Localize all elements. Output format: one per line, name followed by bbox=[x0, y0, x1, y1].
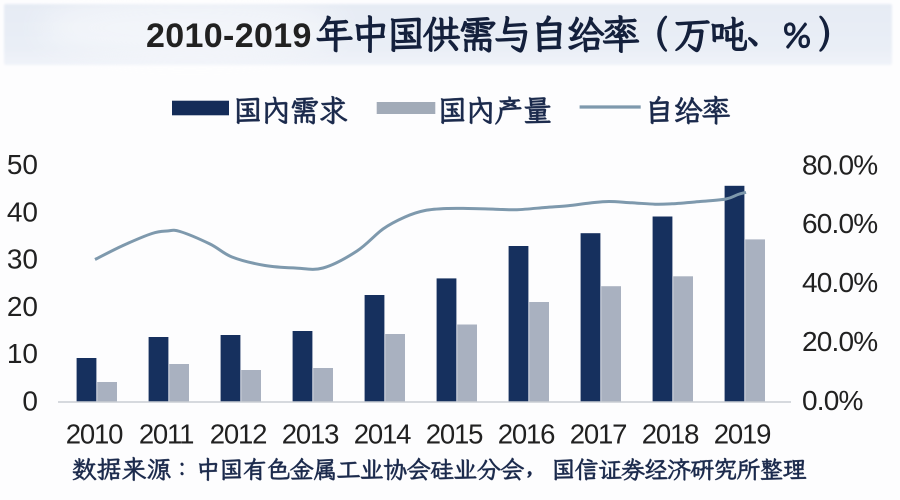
svg-text:2019: 2019 bbox=[714, 419, 770, 450]
svg-text:2017: 2017 bbox=[570, 419, 626, 450]
svg-text:20.0%: 20.0% bbox=[802, 326, 877, 357]
svg-text:60.0%: 60.0% bbox=[802, 208, 877, 239]
svg-text:40: 40 bbox=[7, 196, 38, 227]
svg-text:30: 30 bbox=[7, 244, 38, 275]
svg-text:2018: 2018 bbox=[642, 419, 699, 450]
svg-text:2010-2019: 2010-2019 bbox=[146, 17, 312, 55]
svg-text:50: 50 bbox=[7, 149, 38, 180]
svg-text:2013: 2013 bbox=[282, 419, 339, 450]
svg-text:2014: 2014 bbox=[354, 419, 411, 450]
svg-text:2010: 2010 bbox=[66, 419, 123, 450]
svg-text:40.0%: 40.0% bbox=[802, 267, 877, 298]
svg-text:2012: 2012 bbox=[210, 419, 266, 450]
svg-text:80.0%: 80.0% bbox=[802, 149, 877, 180]
svg-text:20: 20 bbox=[7, 291, 38, 322]
svg-text:2015: 2015 bbox=[426, 419, 483, 450]
svg-text:0.0%: 0.0% bbox=[802, 385, 863, 416]
svg-text:2011: 2011 bbox=[139, 419, 193, 450]
svg-text:0: 0 bbox=[22, 386, 38, 417]
svg-text:10: 10 bbox=[7, 338, 38, 369]
svg-text:2016: 2016 bbox=[498, 419, 555, 450]
